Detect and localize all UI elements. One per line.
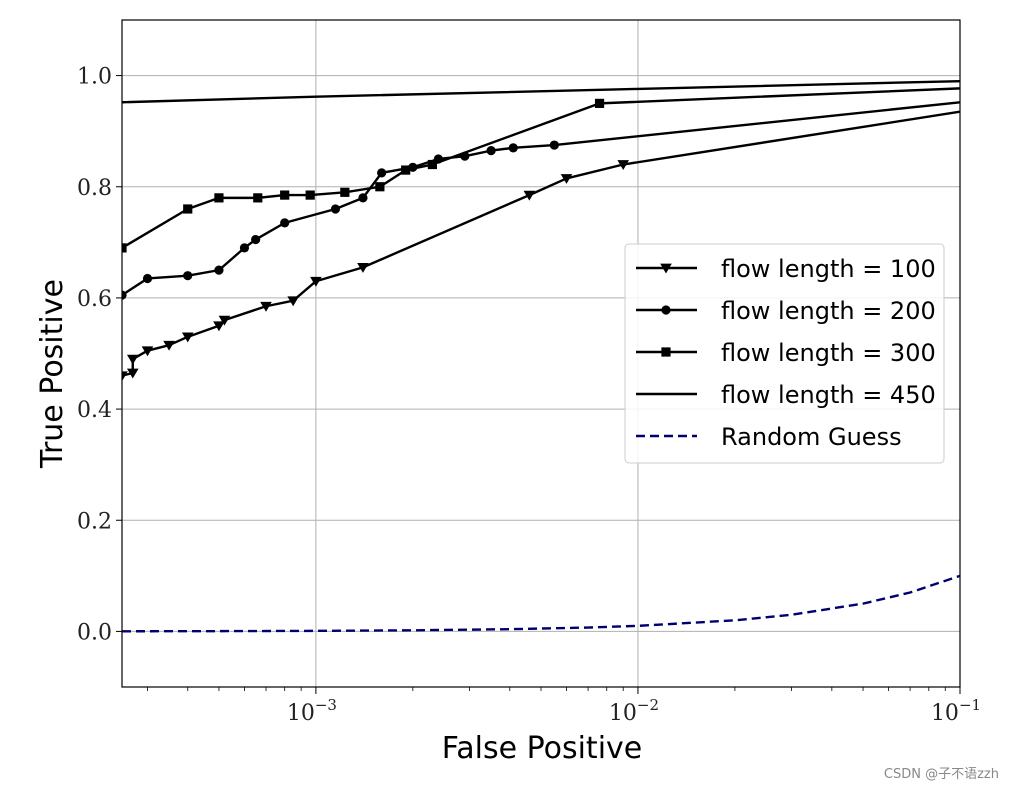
legend-marker [661,347,671,357]
series-line [122,574,960,633]
data-point [126,368,139,379]
data-point [218,315,231,326]
data-point [523,190,536,201]
data-point [214,265,224,275]
data-point [549,140,559,150]
legend-entry: flow length = 450 [636,381,936,409]
legend-label: flow length = 100 [721,255,936,283]
y-tick-label: 0.6 [77,287,112,312]
series-2 [122,87,960,253]
legend: flow length = 100 flow length = 200 flow l… [624,243,945,464]
data-point [122,290,127,300]
legend-entry: flow length = 300 [636,339,936,367]
series-0 [122,110,960,382]
series-1 [122,101,960,300]
data-point [377,168,387,178]
series-line [122,87,960,249]
data-point [183,271,193,281]
data-point [287,296,299,307]
data-point [310,276,322,287]
watermark: CSDN @子不语zzh [883,767,999,782]
x-tick-label: 10−2 [609,696,659,726]
data-point [401,165,411,175]
legend-entry: flow length = 200 [636,297,936,325]
data-point [260,301,272,312]
y-tick-label: 1.0 [77,65,112,90]
series-line [122,79,960,104]
legend-label: flow length = 450 [721,381,936,409]
y-tick-label: 0.4 [77,398,112,423]
data-point [163,340,175,351]
data-point [142,273,153,284]
legend-marker [660,263,672,274]
legend-label: Random Guess [721,423,902,451]
y-tick-label: 0.0 [77,620,112,645]
legend-entry: Random Guess [636,423,902,451]
legend-entry: flow length = 100 [636,255,936,283]
x-tick-label: 10−3 [287,696,337,726]
data-point [126,354,139,365]
data-point [375,182,385,192]
legend-box [624,243,945,464]
series-layer [122,79,960,633]
series-line [122,110,960,377]
data-point [305,190,315,200]
data-point [280,190,290,200]
data-point [213,321,225,332]
legend-label: flow length = 300 [721,339,936,367]
data-point [141,346,154,357]
data-point [239,243,250,253]
data-point [253,193,263,203]
y-axis-label: True Positive [35,279,70,469]
data-point [122,371,128,382]
data-point [330,204,341,214]
series-3 [122,79,960,104]
data-point [358,193,368,203]
grid [122,20,960,687]
series-4 [122,574,960,633]
data-point [214,193,224,203]
data-point [340,187,350,197]
data-point [181,332,194,343]
data-point [357,262,369,273]
data-point [486,146,496,156]
legend-marker [661,305,671,315]
data-point [251,234,261,245]
y-tick-label: 0.8 [77,176,112,201]
data-point [427,159,437,170]
y-tick-label: 0.2 [77,509,112,534]
x-tick-label: 10−1 [931,696,981,726]
data-point [617,160,630,171]
data-point [280,218,290,228]
x-axis-label: False Positive [442,731,643,766]
data-point [508,143,518,153]
data-point [122,243,127,253]
data-point [594,98,605,108]
data-point [560,174,573,184]
ticks: 0.0 0.2 0.4 0.6 0.8 1.0 10−3 10−2 10−1 [77,65,981,726]
data-point [183,204,193,214]
legend-label: flow length = 200 [721,297,936,325]
